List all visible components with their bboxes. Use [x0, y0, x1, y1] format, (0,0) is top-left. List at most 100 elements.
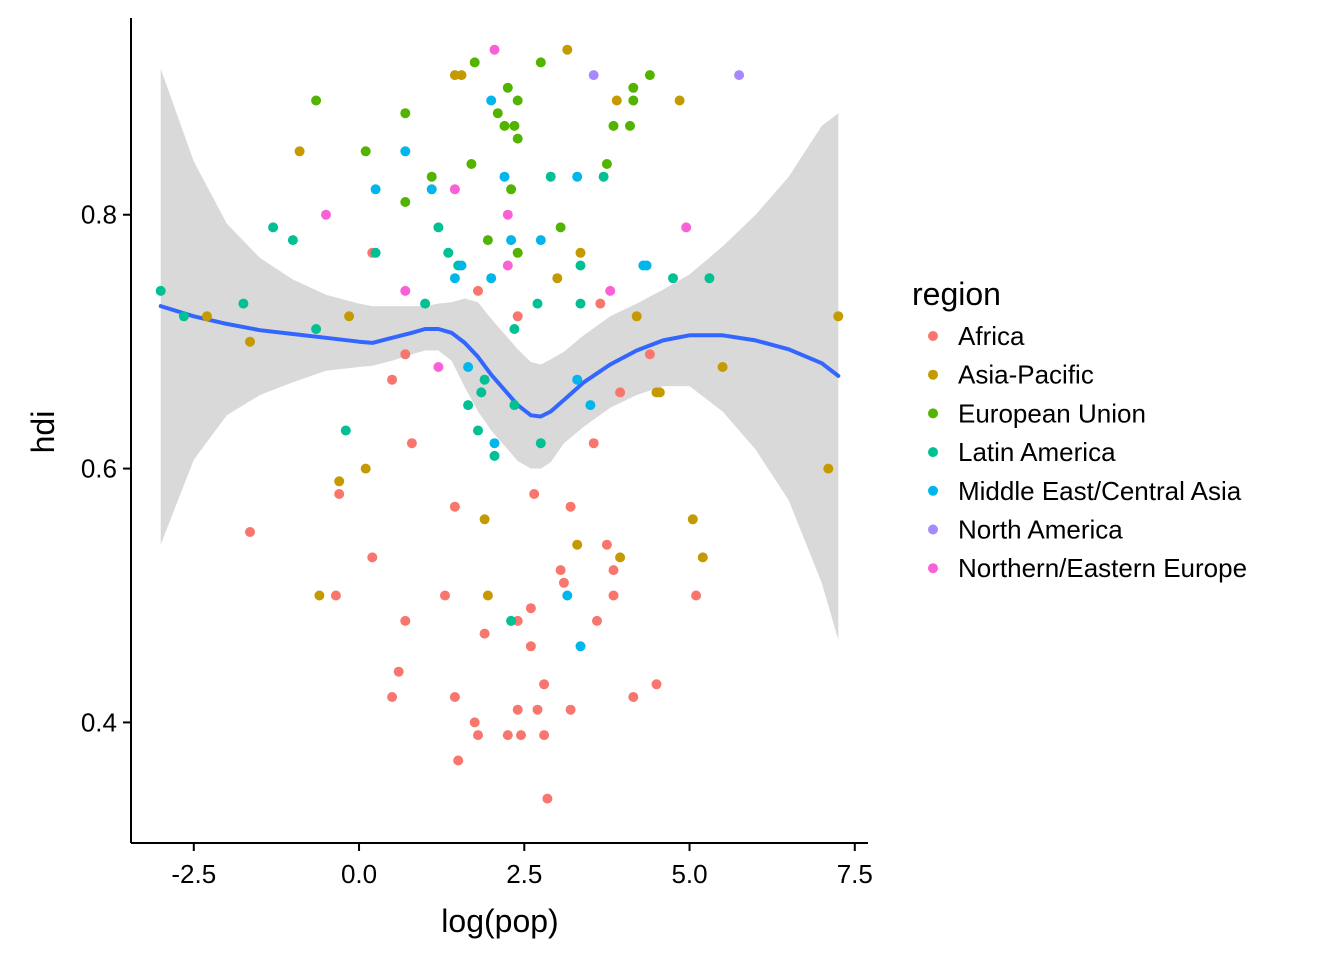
point-european-union [628, 82, 639, 93]
point-africa [532, 704, 543, 715]
point-middle-east-central-asia [449, 273, 460, 284]
point-africa [592, 615, 602, 626]
point-africa [601, 539, 612, 550]
point-middle-east-central-asia [506, 235, 517, 246]
point-middle-east-central-asia [426, 184, 437, 195]
point-asia-pacific [456, 70, 467, 81]
point-european-union [499, 120, 510, 131]
legend-label-north-america: North America [958, 515, 1123, 545]
point-africa [387, 374, 398, 385]
point-africa [367, 552, 378, 563]
x-tick-label: 2.5 [506, 859, 542, 889]
legend: region Africa Asia-Pacific European Union L… [912, 276, 1247, 583]
point-africa [440, 590, 450, 601]
point-asia-pacific [674, 95, 685, 106]
smooth-line-layer [158, 304, 841, 419]
legend-label-africa: Africa [958, 321, 1025, 351]
x-tick-label: -2.5 [171, 859, 216, 889]
point-latin-america [473, 425, 483, 436]
point-middle-east-central-asia [456, 260, 467, 271]
point-asia-pacific [334, 476, 345, 487]
point-africa [565, 704, 576, 715]
point-africa [406, 438, 417, 449]
point-africa [558, 577, 569, 588]
point-european-union [502, 82, 513, 93]
point-latin-america [575, 260, 586, 271]
point-latin-america [509, 324, 520, 334]
point-latin-america [535, 438, 546, 449]
point-asia-pacific [631, 311, 642, 322]
point-latin-america [506, 615, 517, 626]
point-european-union [400, 108, 411, 119]
point-middle-east-central-asia [370, 184, 381, 195]
point-africa [651, 679, 662, 690]
point-africa [565, 501, 576, 512]
point-european-union [608, 120, 619, 131]
point-africa [334, 489, 345, 499]
point-european-union [644, 70, 655, 81]
ticks: -2.5 0.0 2.5 5.0 7.5 0.4 0.6 0.8 [81, 200, 873, 889]
point-asia-pacific [562, 44, 573, 55]
point-latin-america [178, 311, 189, 322]
point-european-union [625, 120, 635, 131]
point-africa [595, 298, 606, 309]
point-africa [588, 438, 599, 449]
point-latin-america [420, 298, 431, 309]
point-european-union [469, 57, 480, 68]
point-european-union [426, 171, 437, 182]
point-latin-america [311, 324, 322, 334]
point-european-union [506, 184, 517, 195]
point-africa [512, 311, 523, 322]
point-asia-pacific [482, 590, 493, 601]
point-asia-pacific [572, 539, 583, 550]
point-africa [453, 755, 464, 766]
point-middle-east-central-asia [641, 260, 652, 271]
legend-key-northern-eastern-europe [928, 563, 938, 574]
point-latin-america [489, 450, 500, 461]
point-africa [469, 717, 480, 728]
point-asia-pacific [611, 95, 622, 106]
point-africa [330, 590, 341, 601]
point-asia-pacific [294, 146, 305, 157]
point-european-union [555, 222, 566, 233]
point-european-union [535, 57, 546, 68]
point-asia-pacific [360, 463, 371, 474]
axes [130, 18, 868, 844]
legend-label-northern-eastern-europe: Northern/Eastern Europe [958, 553, 1247, 583]
legend-label-middle-east-central-asia: Middle East/Central Asia [958, 476, 1242, 506]
legend-key-north-america [928, 524, 938, 535]
x-axis-title: log(pop) [441, 903, 558, 939]
point-africa [608, 590, 619, 601]
confidence-band [160, 68, 839, 640]
x-tick-label: 7.5 [837, 859, 873, 889]
point-middle-east-central-asia [572, 374, 583, 385]
y-axis-title: hdi [25, 411, 61, 454]
point-asia-pacific [717, 362, 728, 372]
y-tick-label: 0.6 [81, 454, 117, 484]
point-asia-pacific [344, 311, 355, 322]
point-africa [502, 730, 513, 741]
point-africa [512, 704, 523, 715]
legend-label-latin-america: Latin America [958, 437, 1116, 467]
point-asia-pacific [314, 590, 325, 601]
point-north-america [734, 70, 745, 81]
point-latin-america [287, 235, 298, 246]
point-africa [615, 387, 626, 398]
point-european-union [509, 120, 520, 131]
point-asia-pacific [654, 387, 665, 398]
point-latin-america [443, 247, 454, 258]
point-africa [628, 692, 639, 702]
point-european-union [482, 235, 493, 246]
point-africa [525, 641, 536, 652]
point-european-union [628, 95, 639, 106]
y-tick-label: 0.4 [81, 707, 117, 737]
point-northern-eastern-europe [681, 222, 692, 233]
point-africa [449, 692, 460, 702]
point-africa [245, 527, 255, 537]
point-latin-america [575, 298, 586, 309]
point-middle-east-central-asia [463, 362, 474, 372]
legend-title: region [912, 276, 1001, 312]
point-africa [393, 666, 404, 677]
point-africa [644, 349, 655, 360]
point-latin-america [668, 273, 678, 284]
